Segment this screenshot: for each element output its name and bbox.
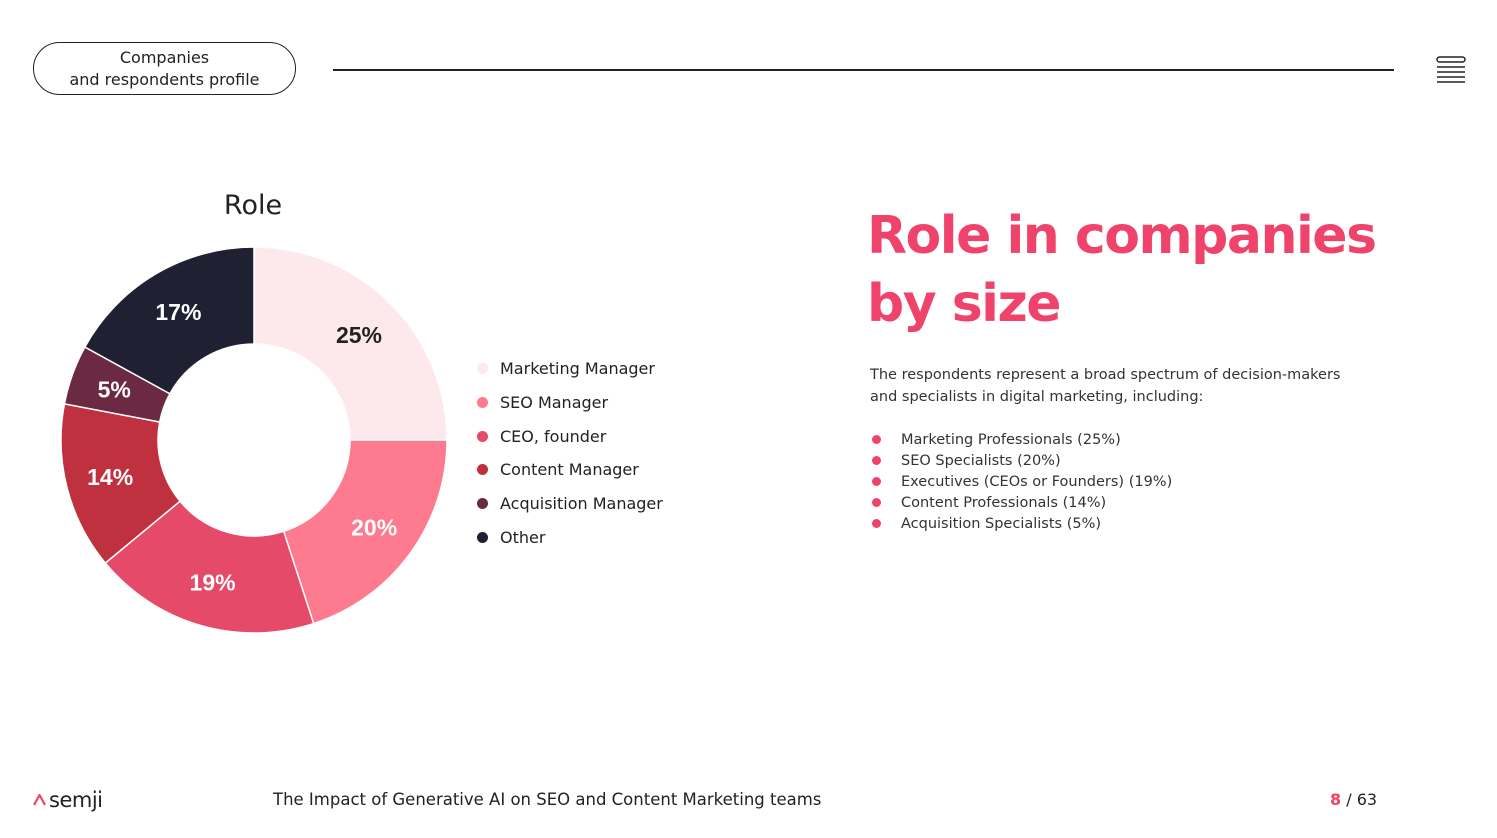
donut-slice-marketing-manager (253, 246, 448, 441)
legend-item-ceo-founder: CEO, founder (477, 419, 663, 453)
legend-dot (477, 397, 488, 409)
chart-title: Role (223, 190, 283, 221)
bullet-dot (872, 456, 881, 465)
donut-data-label: 5% (98, 377, 131, 403)
legend-item-other: Other (477, 520, 663, 554)
legend-item-content-manager: Content Manager (477, 453, 663, 487)
list-item-text: Executives (CEOs or Founders) (19%) (901, 473, 1173, 490)
bullet-dot (872, 435, 881, 444)
page-total: 63 (1356, 790, 1378, 809)
semji-logo[interactable]: semji (33, 788, 103, 812)
page-separator: / (1346, 790, 1352, 809)
legend-label: CEO, founder (500, 426, 607, 446)
bullet-dot (872, 519, 881, 528)
legend-item-seo-manager: SEO Manager (477, 386, 663, 420)
donut-data-label: 20% (351, 514, 397, 540)
donut-slice-seo-manager (282, 439, 448, 625)
donut-data-label: 17% (155, 299, 201, 325)
list-item-text: SEO Specialists (20%) (901, 452, 1061, 469)
legend-dot (477, 531, 488, 543)
donut-data-label: 14% (87, 464, 133, 490)
legend-label: SEO Manager (500, 393, 609, 413)
logo-mark-icon (33, 794, 46, 806)
hamburger-menu-icon[interactable] (1436, 56, 1466, 84)
intro-text: The respondents represent a broad spectr… (870, 367, 1341, 405)
legend-item-marketing-manager: Marketing Manager (477, 352, 663, 386)
bullet-dot (872, 477, 881, 486)
page-current: 8 (1330, 790, 1342, 809)
legend-label: Other (500, 527, 546, 547)
logo-text: semji (49, 788, 103, 812)
legend-dot (477, 498, 488, 510)
list-item: Executives (CEOs or Founders) (19%) (872, 471, 1172, 492)
list-item: Marketing Professionals (25%) (872, 429, 1172, 450)
list-item-text: Marketing Professionals (25%) (901, 431, 1121, 448)
header-divider (333, 69, 1394, 71)
list-item-text: Acquisition Specialists (5%) (901, 515, 1102, 532)
report-title: The Impact of Generative AI on SEO and C… (273, 790, 822, 809)
list-item: Content Professionals (14%) (872, 492, 1172, 513)
section-pill-line2: and respondents profile (69, 69, 260, 89)
section-pill-line1: Companies (119, 47, 210, 67)
legend-label: Acquisition Manager (500, 494, 663, 514)
page-heading: Role in companies by size (867, 206, 1377, 334)
legend-dot (477, 430, 488, 442)
legend-label: Content Manager (500, 460, 639, 480)
donut-chart: 25% 20% 19% 14% 5% 17% (60, 246, 448, 634)
legend-label: Marketing Manager (500, 359, 655, 379)
legend-item-acquisition-manager: Acquisition Manager (477, 487, 663, 521)
donut-slice-other (83, 246, 255, 395)
legend-dot (477, 363, 488, 375)
section-pill[interactable]: Companies and respondents profile (33, 42, 296, 95)
list-item-text: Content Professionals (14%) (901, 494, 1107, 511)
list-item: Acquisition Specialists (5%) (872, 513, 1172, 534)
bullet-dot (872, 498, 881, 507)
donut-slice-ceo-founder (104, 500, 315, 634)
legend-dot (477, 464, 488, 476)
chart-legend: Marketing Manager SEO Manager CEO, found… (477, 352, 663, 554)
page-counter: 8 / 63 (1330, 790, 1377, 809)
list-item: SEO Specialists (20%) (872, 450, 1172, 471)
role-bullet-list: Marketing Professionals (25%) SEO Specia… (872, 429, 1172, 534)
donut-data-label: 25% (336, 322, 382, 348)
donut-data-label: 19% (190, 570, 236, 596)
